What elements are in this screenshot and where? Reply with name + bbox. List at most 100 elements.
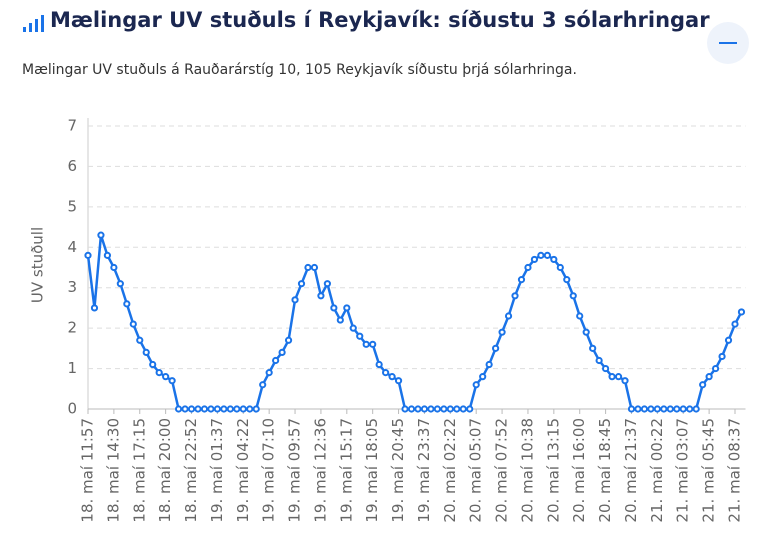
point	[433, 405, 441, 413]
point	[556, 263, 564, 272]
point	[563, 276, 571, 284]
point	[246, 405, 254, 413]
x-tick-label: 18. maí 11:57	[79, 418, 97, 523]
x-tick-label: 19. maí 18:05	[363, 418, 381, 523]
point	[129, 320, 137, 328]
point	[614, 373, 623, 381]
point	[731, 320, 739, 328]
x-tick-label: 21. maí 05:45	[700, 418, 718, 523]
x-tick-label: 21. maí 08:37	[726, 418, 744, 523]
y-tick-label: 7	[67, 117, 77, 135]
point	[116, 280, 124, 288]
x-tick-label: 20. maí 02:22	[441, 418, 459, 523]
point	[472, 381, 480, 389]
point	[446, 405, 454, 413]
x-tick-label: 19. maí 04:22	[234, 418, 252, 523]
point	[543, 251, 551, 259]
point	[621, 377, 629, 385]
point	[317, 292, 325, 300]
x-tick-label: 20. maí 13:15	[544, 418, 562, 523]
point	[90, 304, 99, 312]
point	[149, 360, 157, 369]
point	[589, 344, 597, 352]
point	[207, 405, 215, 413]
y-tick-label: 5	[67, 197, 77, 215]
x-tick-label: 20. maí 21:37	[622, 418, 640, 523]
point	[310, 263, 319, 272]
point	[666, 405, 674, 413]
point	[375, 360, 383, 369]
point	[498, 328, 506, 336]
point	[679, 405, 687, 413]
x-tick-label: 19. maí 15:17	[337, 418, 355, 523]
point	[155, 369, 163, 377]
point	[220, 405, 228, 413]
point	[265, 369, 273, 377]
point	[576, 312, 584, 320]
point	[627, 405, 636, 413]
point	[181, 405, 189, 413]
point	[97, 231, 105, 239]
point	[595, 356, 603, 365]
point	[524, 263, 532, 272]
point	[459, 405, 467, 413]
point	[252, 405, 260, 413]
point	[401, 405, 409, 413]
point	[414, 405, 422, 413]
x-tick-label: 19. maí 09:57	[286, 418, 304, 523]
point	[369, 340, 377, 348]
chart-icon	[23, 15, 44, 32]
point	[653, 405, 661, 413]
point	[582, 328, 590, 336]
point	[136, 336, 144, 344]
point	[479, 373, 487, 381]
point	[336, 316, 344, 324]
point	[362, 340, 370, 348]
point	[226, 405, 234, 413]
point	[550, 255, 558, 264]
point	[259, 381, 267, 389]
x-tick-label: 20. maí 16:00	[570, 418, 588, 523]
point	[711, 364, 720, 373]
x-tick-label: 20. maí 05:07	[467, 418, 485, 523]
x-tick-label: 18. maí 14:30	[104, 418, 122, 523]
x-tick-label: 19. maí 23:37	[415, 418, 433, 523]
x-tick-label: 21. maí 00:22	[648, 418, 666, 523]
point	[634, 405, 642, 413]
point	[492, 344, 500, 352]
point	[278, 348, 286, 356]
point	[608, 373, 616, 381]
point	[440, 405, 448, 413]
point	[718, 352, 726, 361]
point	[272, 356, 280, 365]
point	[174, 405, 183, 413]
point	[213, 405, 221, 413]
point	[647, 405, 655, 413]
point	[692, 405, 700, 413]
point	[569, 292, 577, 300]
x-tick-label: 19. maí 12:36	[311, 418, 329, 523]
point	[343, 304, 351, 312]
point	[330, 304, 338, 312]
point	[394, 377, 403, 385]
collapse-button[interactable]	[707, 22, 749, 64]
point	[511, 292, 519, 300]
point	[304, 263, 312, 272]
point	[103, 251, 112, 259]
point	[504, 312, 513, 320]
point	[187, 405, 196, 413]
point	[466, 405, 474, 413]
point	[699, 381, 707, 389]
point	[388, 373, 396, 381]
point	[200, 405, 209, 413]
point	[724, 336, 733, 344]
x-tick-label: 19. maí 07:10	[260, 418, 278, 523]
point	[602, 364, 610, 373]
point	[686, 405, 694, 413]
point	[453, 405, 461, 413]
point	[660, 405, 668, 413]
y-tick-label: 1	[67, 359, 77, 377]
line	[86, 234, 743, 411]
